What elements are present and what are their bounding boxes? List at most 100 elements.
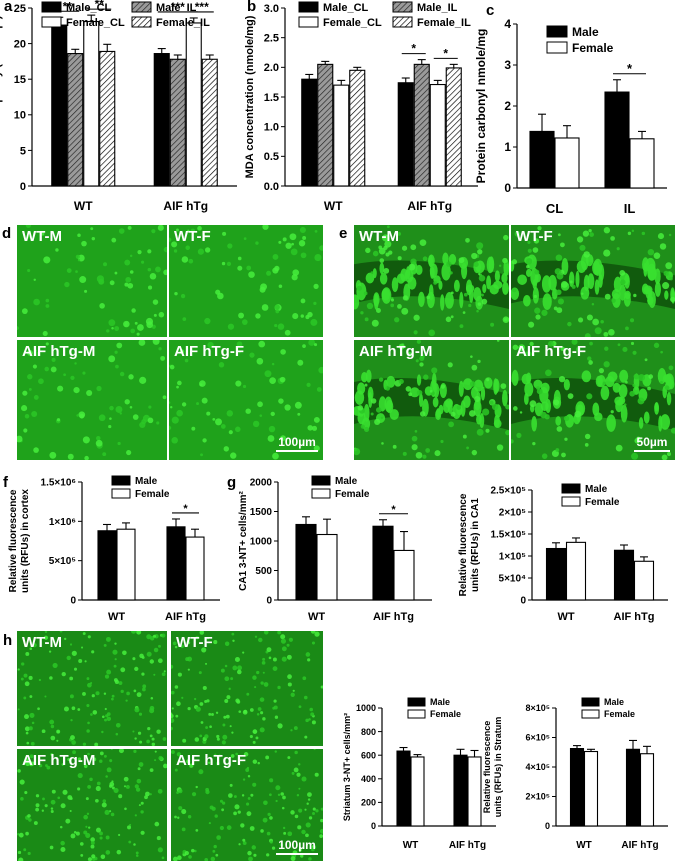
y-axis-label-line1: Relative fluorescence — [482, 721, 492, 814]
fluorescent-cell — [45, 298, 50, 303]
panel-letter-a: a — [4, 0, 13, 15]
micrograph-background — [17, 225, 167, 337]
fluorescent-cell — [104, 707, 107, 711]
fluorescent-cell — [111, 786, 115, 790]
bar — [316, 533, 338, 601]
fluorescent-cell — [226, 410, 234, 417]
fluorescent-cell — [320, 807, 323, 811]
fluorescent-cell — [398, 378, 404, 385]
fluorescent-cell — [86, 703, 90, 708]
fluorescent-cell — [17, 769, 21, 773]
panel-letter-d: d — [2, 225, 12, 242]
fluorescent-cell — [364, 317, 369, 322]
fluorescent-cell — [274, 715, 279, 719]
fluorescent-cell — [176, 701, 181, 707]
fluorescent-cell — [669, 276, 673, 281]
fluorescent-cell — [95, 827, 101, 833]
fluorescent-cell — [89, 777, 93, 782]
fluorescent-cell — [574, 410, 582, 418]
fluorescent-cell — [314, 631, 320, 637]
fluorescent-cell — [215, 853, 219, 857]
fluorescent-cell — [633, 373, 640, 380]
fluorescent-cell — [620, 279, 626, 285]
fluorescent-cell — [588, 360, 593, 365]
fluorescent-cell — [41, 729, 46, 734]
fluorescent-cell — [109, 405, 114, 411]
fluorescent-cell — [419, 362, 424, 367]
fluorescent-cell — [269, 377, 276, 384]
fluorescent-cell — [252, 675, 257, 680]
fluorescent-cell — [397, 303, 402, 309]
fluorescent-cell — [268, 656, 272, 660]
fluorescent-cell — [490, 322, 495, 327]
fluorescent-cell — [118, 681, 123, 686]
fluorescent-cell — [292, 313, 299, 320]
fluorescent-cell — [99, 831, 103, 836]
fluorescent-cell — [194, 697, 197, 701]
fluorescent-cell — [211, 713, 214, 716]
fluorescent-cell — [23, 673, 28, 678]
fluorescent-cell — [31, 721, 35, 725]
fluorescent-cell — [134, 737, 137, 740]
fluorescent-cell — [447, 362, 453, 368]
fluorescent-cell — [291, 274, 298, 281]
fluorescent-cell — [272, 666, 278, 672]
fluorescent-cell — [124, 259, 131, 266]
fluorescent-cell — [152, 340, 160, 345]
fluorescent-cell — [171, 713, 174, 719]
fluorescent-cell — [118, 749, 124, 754]
fluorescent-cell — [237, 665, 243, 671]
y-tick-label: 600 — [361, 750, 376, 760]
micrograph-label: WT-F — [176, 634, 213, 651]
fluorescent-cell — [137, 731, 142, 735]
fluorescent-cell — [176, 409, 183, 417]
fluorescent-cell — [114, 326, 120, 331]
fluorescent-cell — [449, 271, 453, 275]
fluorescent-cell — [171, 436, 178, 444]
fluorescent-cell — [610, 236, 615, 241]
scale-bar: 50µm — [634, 435, 670, 452]
fluorescent-cell — [133, 689, 137, 693]
fluorescent-cell — [35, 803, 40, 808]
fluorescent-cell — [261, 304, 269, 311]
y-axis-label: CA1 3-NT+ cells/mm² — [238, 490, 249, 590]
fluorescent-cell — [106, 329, 110, 333]
fluorescent-cell — [82, 692, 86, 696]
fluorescent-cell — [157, 847, 163, 853]
neuron-cell — [663, 374, 672, 383]
fluorescent-cell — [99, 836, 103, 840]
fluorescent-cell — [199, 380, 206, 387]
fluorescent-cell — [236, 341, 243, 347]
neuron-cell — [531, 416, 538, 432]
fluorescent-cell — [524, 351, 530, 357]
fluorescent-cell — [277, 685, 281, 690]
fluorescent-cell — [95, 798, 99, 803]
fluorescent-cell — [84, 455, 89, 460]
fluorescent-cell — [476, 242, 484, 250]
fluorescent-cell — [262, 657, 266, 661]
fluorescent-cell — [147, 249, 152, 254]
micrograph-label: WT-F — [174, 228, 211, 245]
fluorescent-cell — [177, 672, 182, 677]
fluorescent-cell — [226, 261, 232, 267]
fluorescent-cell — [32, 364, 37, 369]
fluorescent-cell — [266, 853, 270, 857]
neuron-cell — [379, 272, 388, 285]
fluorescent-cell — [115, 722, 121, 728]
panel-letter-g: g — [227, 474, 237, 491]
fluorescent-cell — [463, 292, 468, 297]
fluorescent-cell — [267, 435, 275, 442]
fluorescent-cell — [91, 236, 96, 241]
fluorescent-cell — [280, 634, 286, 640]
fluorescent-cell — [221, 808, 225, 812]
fluorescent-cell — [242, 838, 246, 842]
fluorescent-cell — [242, 841, 247, 846]
fluorescent-cell — [254, 635, 258, 638]
y-tick-label: 1×10⁵ — [499, 552, 527, 563]
fluorescent-cell — [450, 411, 456, 417]
fluorescent-cell — [231, 731, 234, 734]
fluorescent-cell — [286, 654, 292, 660]
fluorescent-cell — [414, 430, 418, 433]
micrograph-image — [171, 631, 323, 746]
fluorescent-cell — [176, 385, 179, 389]
